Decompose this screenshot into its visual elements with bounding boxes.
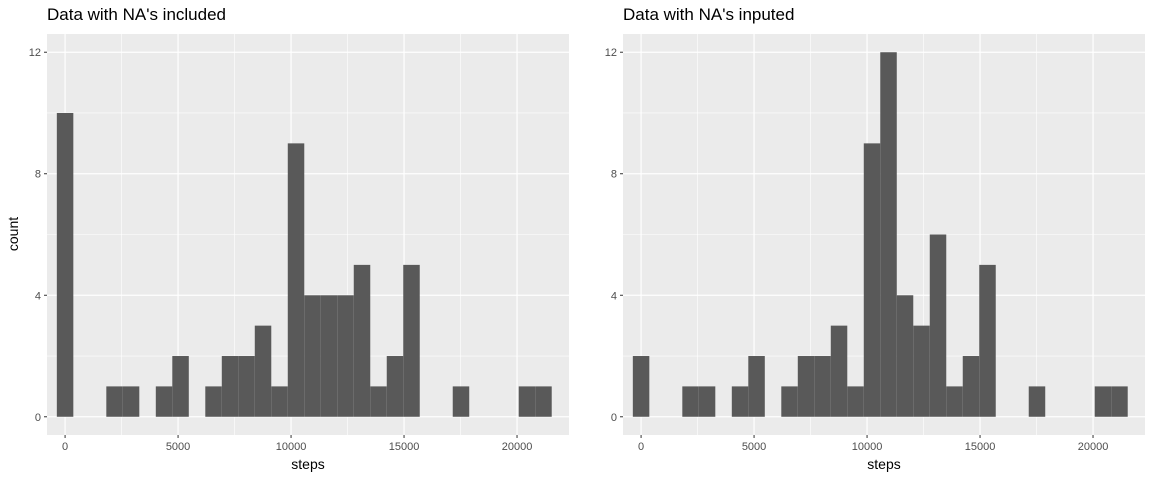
histogram-bar [254,325,272,417]
y-tick-label: 8 [35,169,41,181]
histogram-bar [403,264,420,417]
histogram-bar [122,386,140,417]
histogram-bar [535,386,552,417]
histogram-bar [353,264,371,417]
histogram-bar [287,143,305,417]
histogram-bar [731,386,749,417]
histogram-bar [238,356,255,417]
histogram-bar [304,295,321,417]
x-axis-title: steps [291,456,324,472]
histogram-panel: 0 5000 10000 15000 20000 0 4 8 12 Data with NA's … [605,5,1145,472]
histogram-bar [880,52,897,417]
x-tick-label: 0 [638,441,644,453]
histogram-bar [929,234,947,417]
x-tick-label: 5000 [742,441,766,453]
histogram-bar [979,264,996,417]
histogram-bar [337,295,354,417]
histogram-panel: 0 5000 10000 15000 20000 0 4 8 12 Data with NA's … [5,5,569,472]
histogram-bar [1111,386,1128,417]
y-tick-label: 0 [611,412,617,424]
y-tick-label: 12 [29,47,41,59]
histogram-bar [452,386,470,417]
histogram-bar [632,356,650,417]
panel-title: Data with NA's inputed [623,5,794,24]
x-axis-title: steps [867,456,900,472]
y-tick-label: 8 [611,169,617,181]
x-tick-label: 10000 [276,441,307,453]
x-tick-label: 15000 [389,441,420,453]
histogram-bar [896,295,914,417]
x-tick-label: 15000 [965,441,996,453]
histogram-bar [946,386,963,417]
x-tick-label: 0 [62,441,68,453]
histogram-bar [518,386,536,417]
histogram-bar [205,386,222,417]
histogram-bar [106,386,123,417]
y-axis-title: count [5,217,21,251]
y-tick-label: 4 [611,290,617,302]
histogram-bar [913,325,930,417]
x-tick-label: 10000 [852,441,883,453]
histogram-bar [1028,386,1046,417]
histogram-bar [748,356,765,417]
y-tick-label: 4 [35,290,41,302]
histogram-bar [56,112,74,417]
x-tick-label: 5000 [166,441,190,453]
histogram-bar [1094,386,1112,417]
histogram-bar [172,356,189,417]
y-tick-label: 0 [35,412,41,424]
histogram-bar [320,295,338,417]
x-tick-label: 20000 [1078,441,1109,453]
histogram-bar [271,386,288,417]
histogram-bar [370,386,387,417]
histogram-bar [962,356,980,417]
histogram-bar [682,386,699,417]
y-tick-label: 12 [605,47,617,59]
histogram-bar [698,386,716,417]
histogram-bar [781,386,798,417]
panel-title: Data with NA's included [47,5,226,24]
histogram-bar [386,356,404,417]
histogram-bar [814,356,831,417]
histogram-bar [830,325,848,417]
histogram-bar [797,356,815,417]
histogram-bar [863,143,881,417]
x-tick-label: 20000 [502,441,533,453]
histogram-bar [221,356,239,417]
histogram-bar [155,386,173,417]
histogram-bar [847,386,864,417]
